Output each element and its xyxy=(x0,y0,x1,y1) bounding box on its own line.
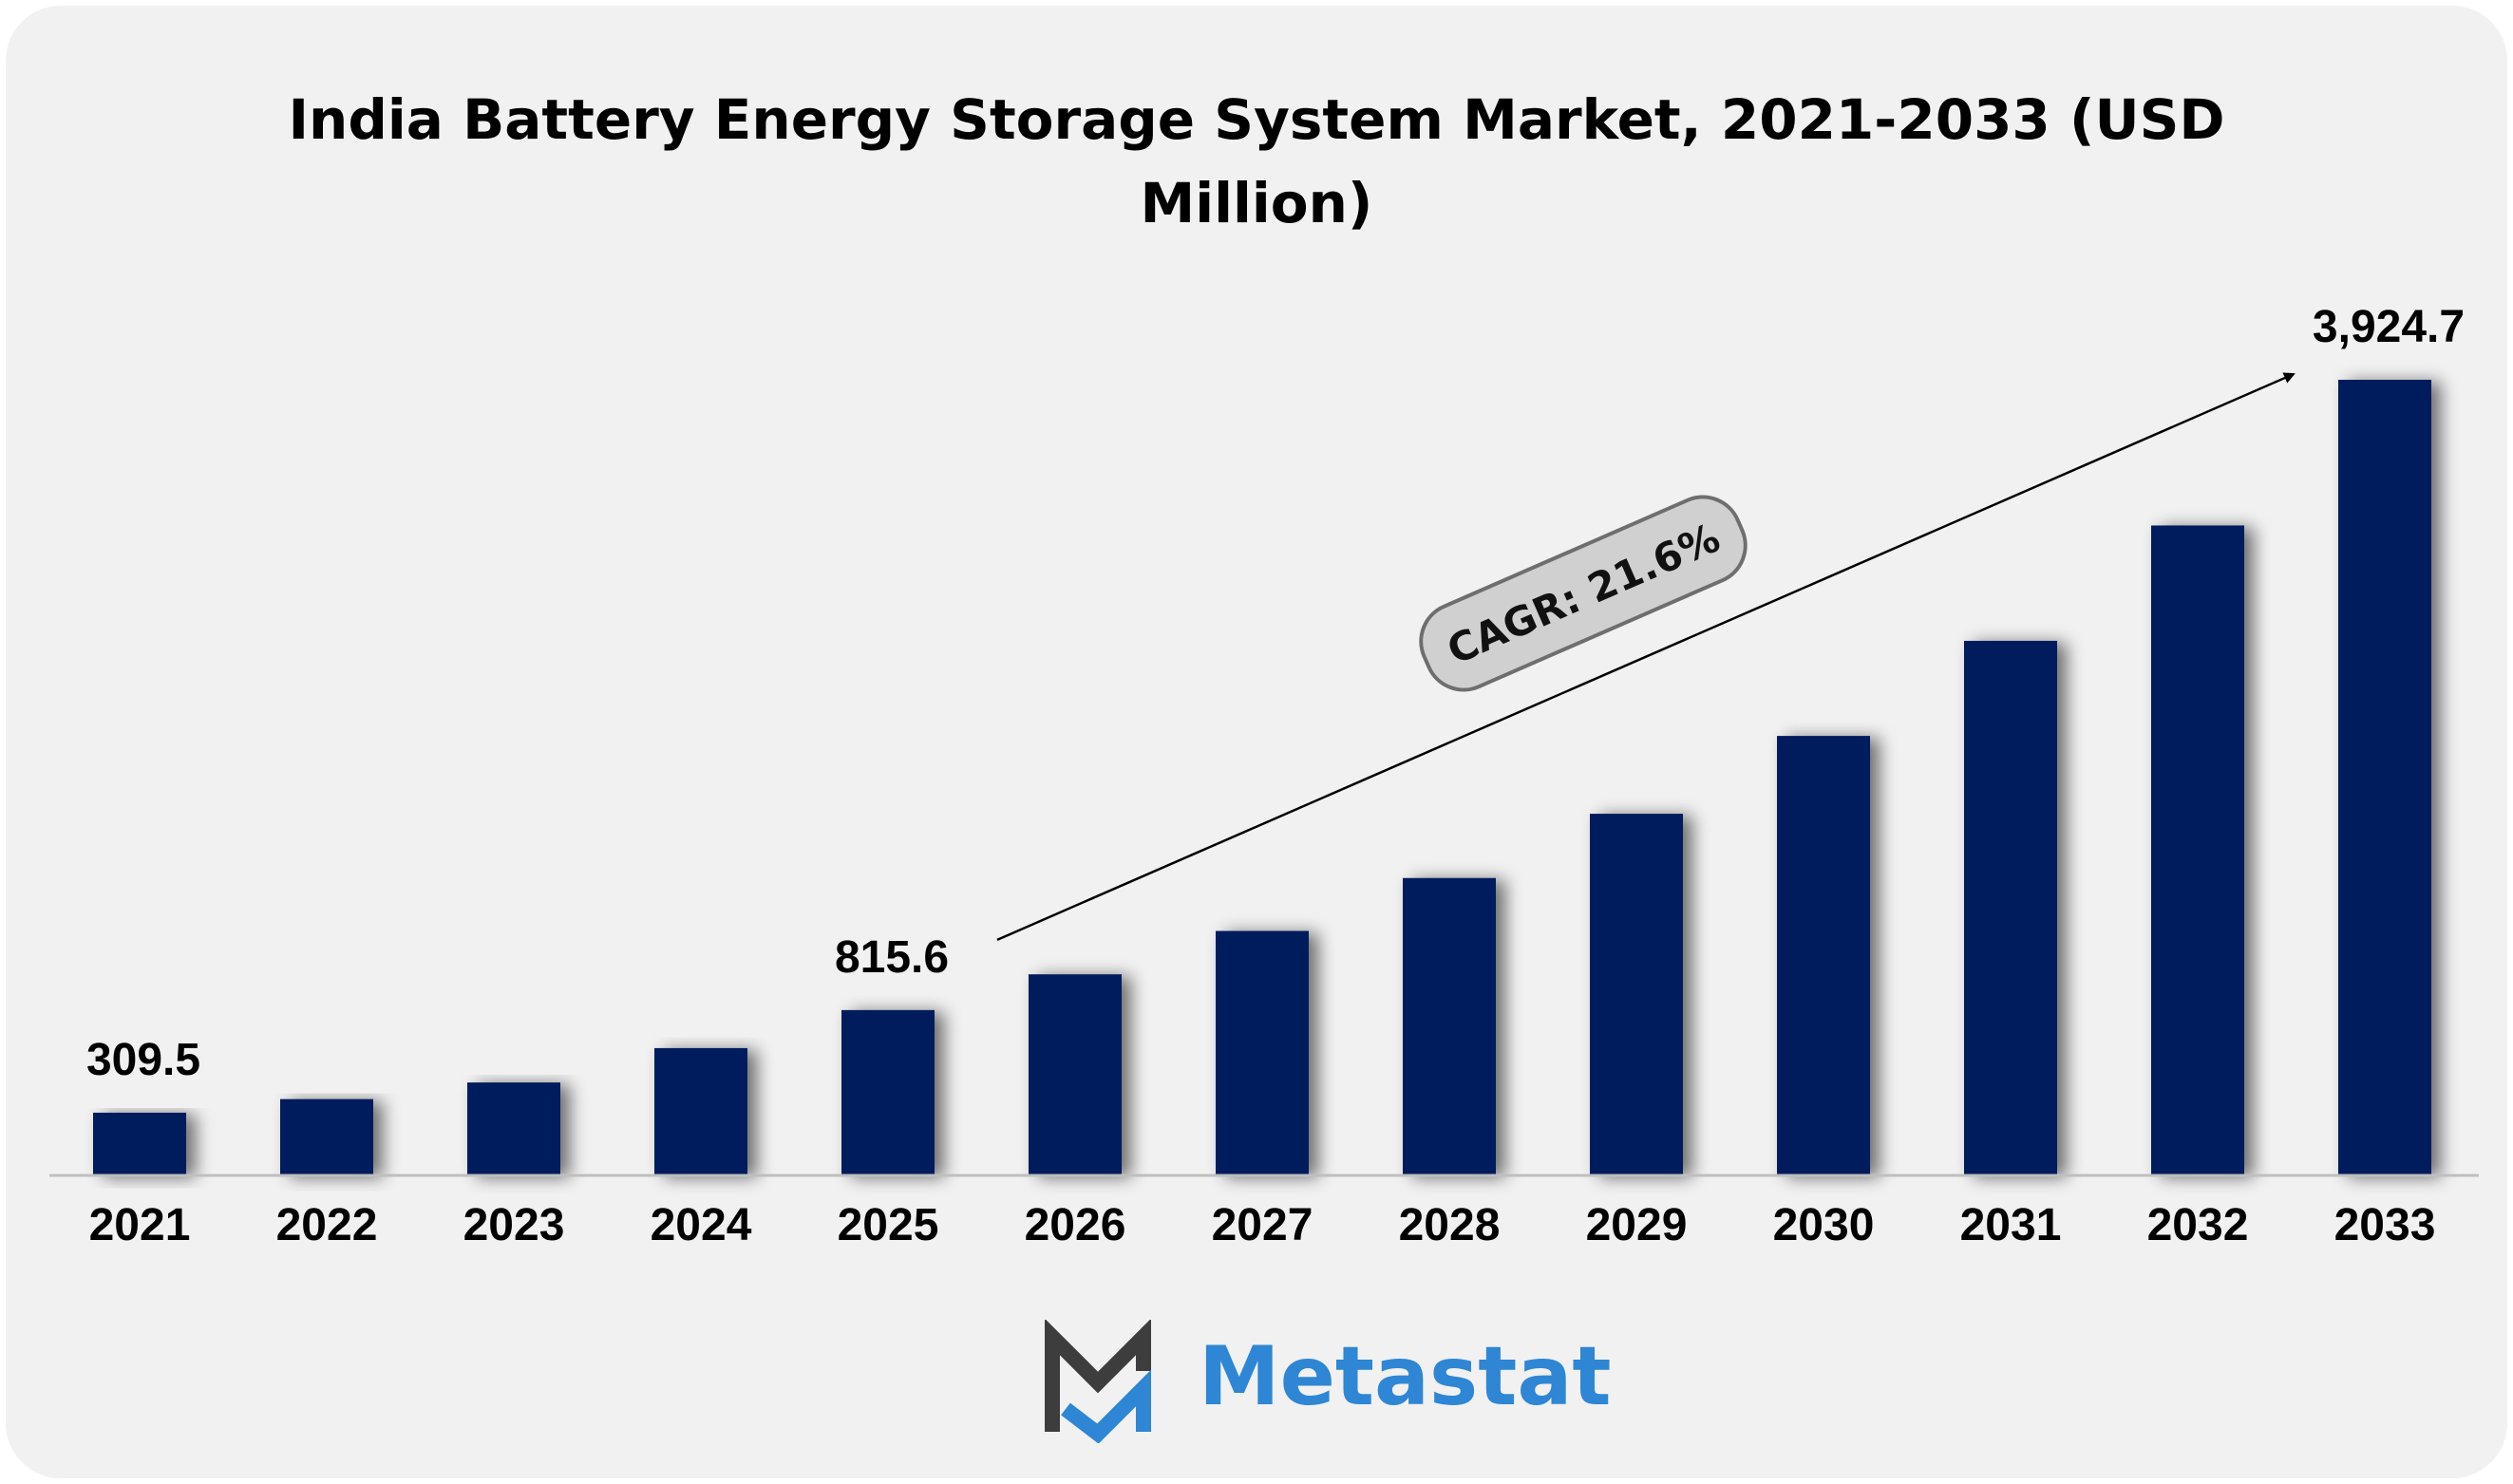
x-tick-labels: 2021 2022 2023 2024 2025 2026 2027 2028 2029 2030… xyxy=(89,1200,2436,1250)
x-tick-label-2021: 2021 xyxy=(89,1200,191,1250)
chart-title-line-2: Million) xyxy=(1140,171,1373,235)
cagr-badge: CAGR: 21.6% xyxy=(1419,495,1748,692)
x-tick-label-2022: 2022 xyxy=(276,1200,378,1250)
logo-text: Metastat xyxy=(1199,1329,1612,1424)
chart-title: India Battery Energy Storage System Mark… xyxy=(0,78,2513,245)
x-tick-label-2032: 2032 xyxy=(2147,1200,2249,1250)
bar-2026 xyxy=(1029,974,1122,1175)
x-tick-label-2025: 2025 xyxy=(838,1200,939,1250)
bars xyxy=(93,380,2431,1175)
chart-title-line-1: India Battery Energy Storage System Mark… xyxy=(288,87,2225,152)
x-tick-label-2033: 2033 xyxy=(2334,1200,2436,1250)
bar-2031 xyxy=(1964,640,2057,1175)
data-label-2033: 3,924.7 xyxy=(2313,302,2465,352)
x-tick-label-2026: 2026 xyxy=(1025,1200,1126,1250)
x-tick-label-2029: 2029 xyxy=(1586,1200,1688,1250)
bar-2024 xyxy=(654,1047,747,1175)
bar-2029 xyxy=(1590,814,1683,1175)
cagr-badge-shape xyxy=(1419,495,1748,692)
bar-2025 xyxy=(841,1009,935,1175)
x-tick-label-2028: 2028 xyxy=(1399,1200,1501,1250)
bar-2030 xyxy=(1777,736,1870,1175)
data-label-2025: 815.6 xyxy=(835,932,949,983)
metastat-logo xyxy=(1045,1320,1151,1443)
x-tick-label-2024: 2024 xyxy=(651,1200,752,1250)
x-tick-label-2031: 2031 xyxy=(1960,1200,2062,1250)
data-labels: 309.5 815.6 3,924.7 xyxy=(86,302,2465,1085)
cagr-arrow xyxy=(996,372,2296,941)
bar-2022 xyxy=(280,1099,373,1175)
chart-card xyxy=(6,6,2507,1478)
x-tick-label-2030: 2030 xyxy=(1773,1200,1875,1250)
bar-2032 xyxy=(2151,525,2244,1175)
bar-2033 xyxy=(2338,380,2431,1175)
bar-2021 xyxy=(93,1112,186,1175)
data-label-2021: 309.5 xyxy=(86,1035,200,1085)
x-tick-label-2027: 2027 xyxy=(1212,1200,1313,1250)
x-tick-label-2023: 2023 xyxy=(463,1200,565,1250)
metastat-m-icon xyxy=(1045,1320,1151,1443)
bar-2028 xyxy=(1403,877,1496,1175)
bar-2023 xyxy=(467,1082,560,1175)
bar-2027 xyxy=(1216,930,1309,1175)
